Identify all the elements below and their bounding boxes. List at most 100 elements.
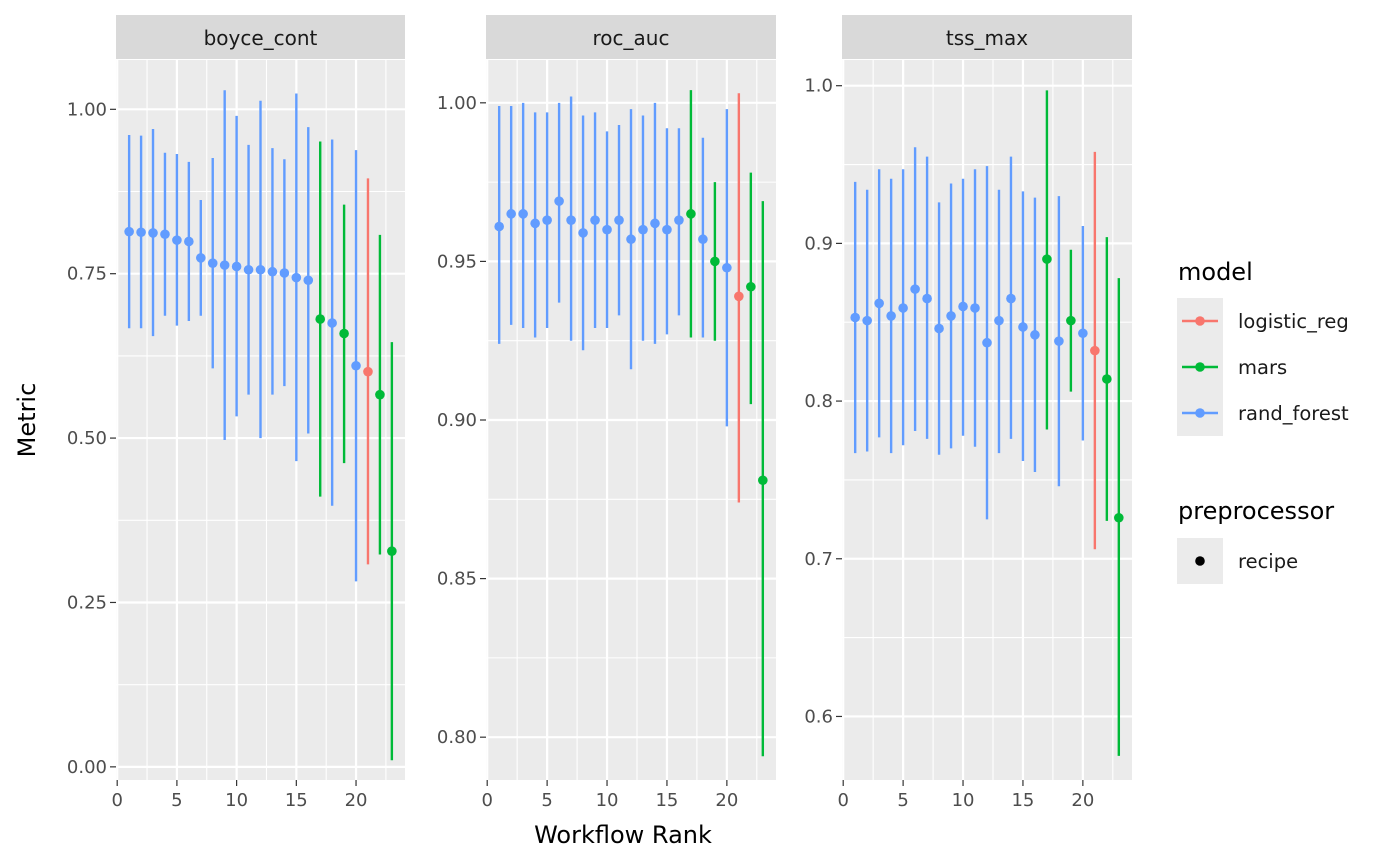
- data-point: [934, 323, 944, 334]
- data-point: [207, 258, 218, 268]
- data-point: [970, 303, 980, 313]
- x-tick-label: 15: [285, 790, 308, 811]
- y-tick-label: 0.95: [437, 251, 477, 272]
- data-point: [195, 253, 206, 263]
- x-tick-label: 10: [596, 790, 619, 811]
- y-tick-label: 0.9: [804, 233, 833, 254]
- data-point: [1054, 336, 1064, 346]
- x-tick-label: 10: [952, 790, 975, 811]
- y-tick-label: 1.00: [67, 99, 107, 120]
- facet-strip-label: boyce_cont: [204, 26, 318, 50]
- data-point: [710, 256, 720, 267]
- data-point: [862, 315, 872, 326]
- data-point: [1066, 315, 1076, 326]
- data-point: [375, 389, 385, 400]
- data-point: [518, 209, 528, 219]
- data-point: [494, 221, 504, 232]
- data-point: [1006, 293, 1016, 304]
- data-point: [874, 298, 884, 309]
- data-point: [351, 360, 361, 371]
- x-axis-title: Workflow Rank: [534, 821, 712, 849]
- data-point: [231, 261, 242, 272]
- data-point: [850, 312, 860, 323]
- y-tick-label: 1.0: [804, 76, 833, 97]
- data-point: [506, 209, 516, 219]
- legend-preprocessor-title: preprocessor: [1178, 497, 1334, 525]
- data-point: [243, 264, 254, 275]
- data-point: [590, 215, 600, 225]
- data-point: [160, 229, 170, 240]
- legend-label: recipe: [1238, 550, 1298, 573]
- data-point: [172, 235, 182, 245]
- facet-panel-tss_max: tss_max 0 5 10 15 20 0.6 0.7 0.8 0.9 1.0: [804, 15, 1132, 811]
- data-point: [542, 215, 552, 225]
- data-point: [554, 196, 564, 206]
- y-tick-label: 0.80: [437, 727, 477, 748]
- data-point: [267, 266, 278, 277]
- data-point: [219, 260, 230, 270]
- legend-label: mars: [1238, 356, 1287, 379]
- y-tick-label: 0.7: [804, 549, 833, 570]
- data-point: [327, 318, 337, 328]
- y-tick-label: 0.8: [804, 391, 833, 412]
- data-point: [958, 301, 968, 312]
- data-point: [315, 314, 326, 324]
- legend-key-point: [1195, 556, 1205, 566]
- data-point: [1078, 328, 1088, 339]
- data-point: [387, 546, 397, 556]
- data-point: [1114, 512, 1124, 523]
- y-tick-label: 0.90: [437, 410, 477, 431]
- data-point: [614, 215, 624, 225]
- y-tick-label: 0.00: [67, 757, 107, 778]
- data-point: [626, 234, 636, 245]
- legend-key-point: [1195, 316, 1205, 326]
- data-point: [662, 224, 672, 235]
- y-tick-label: 0.50: [67, 428, 107, 449]
- legend-label: rand_forest: [1238, 402, 1349, 425]
- data-point: [898, 303, 908, 313]
- data-point: [734, 291, 744, 302]
- y-tick-label: 0.6: [804, 706, 833, 727]
- x-tick-label: 15: [655, 790, 678, 811]
- x-tick-label: 5: [541, 790, 552, 811]
- legend-key-point: [1195, 362, 1205, 372]
- data-point: [291, 272, 302, 283]
- data-point: [566, 215, 576, 225]
- x-tick-label: 0: [481, 790, 492, 811]
- data-point: [363, 366, 373, 377]
- data-point: [994, 315, 1004, 326]
- data-point: [148, 228, 158, 238]
- data-point: [946, 311, 956, 321]
- data-point: [255, 264, 266, 275]
- facet-strip: [842, 15, 1132, 59]
- data-point: [279, 268, 290, 278]
- data-point: [124, 226, 134, 237]
- facet-strip-label: roc_auc: [593, 26, 670, 50]
- x-tick-label: 0: [111, 790, 122, 811]
- data-point: [982, 337, 992, 348]
- data-point: [184, 236, 194, 247]
- x-tick-label: 5: [897, 790, 908, 811]
- data-point: [910, 284, 920, 294]
- legend-model-title: model: [1178, 258, 1253, 286]
- y-tick-label: 0.85: [437, 569, 477, 590]
- data-point: [758, 475, 768, 486]
- x-tick-label: 0: [837, 790, 848, 811]
- legend-key-point: [1195, 408, 1205, 418]
- data-point: [136, 227, 146, 238]
- facet-strip: [116, 15, 405, 59]
- data-point: [722, 262, 732, 273]
- x-tick-label: 20: [1071, 790, 1094, 811]
- data-point: [886, 311, 896, 321]
- data-point: [1030, 330, 1040, 340]
- facet-strip-label: tss_max: [946, 26, 1028, 50]
- data-point: [578, 228, 588, 238]
- data-point: [650, 218, 660, 229]
- y-tick-label: 0.25: [67, 592, 107, 613]
- y-tick-label: 0.75: [67, 264, 107, 285]
- legend-preprocessor: preprocessor recipe: [1177, 497, 1334, 584]
- data-point: [686, 209, 696, 219]
- data-point: [698, 234, 708, 245]
- data-point: [303, 275, 314, 286]
